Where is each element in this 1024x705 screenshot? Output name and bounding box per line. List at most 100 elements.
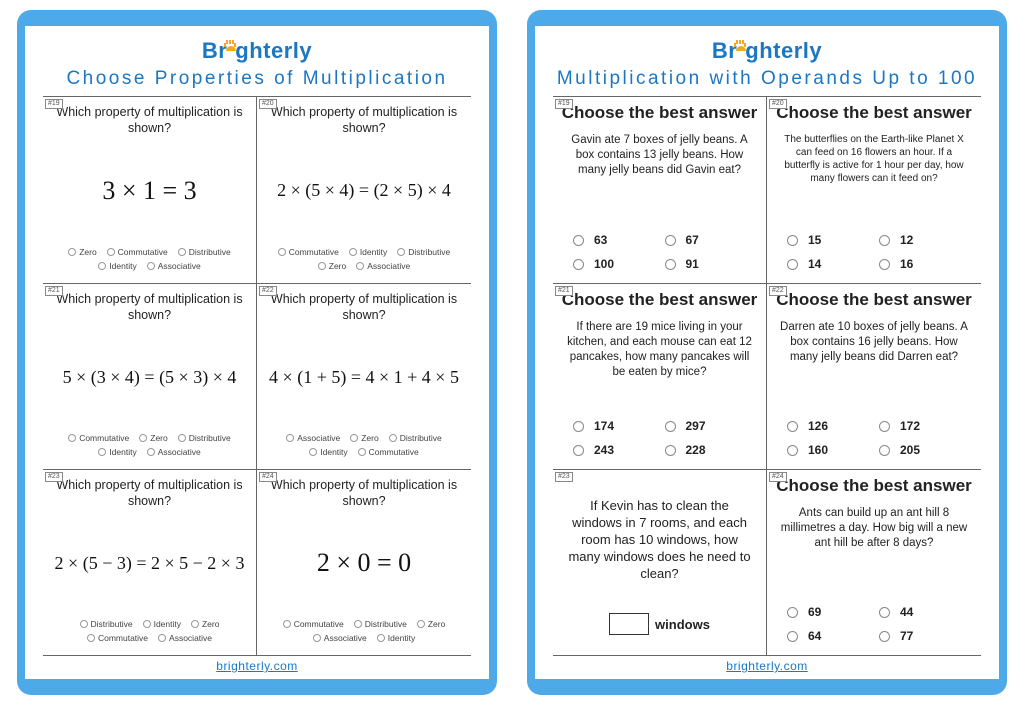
option-label: 15 [808,233,821,247]
answer-option[interactable]: Identity [98,447,136,457]
footer-link[interactable]: brighterly.com [216,659,297,673]
answer-option[interactable]: Associative [147,261,201,271]
answer-option[interactable]: Identity [98,261,136,271]
answer-options: 15 12 14 16 [773,229,975,277]
answer-option[interactable]: 174 [573,419,655,433]
answer-option[interactable]: 243 [573,443,655,457]
answer-option[interactable]: 63 [573,233,655,247]
answer-option[interactable]: Commutative [283,619,344,629]
radio-icon [879,445,890,456]
answer-input-box[interactable] [609,613,649,635]
answer-option[interactable]: Zero [68,247,96,257]
question-heading: Choose the best answer [773,476,975,496]
answer-option[interactable]: Identity [377,633,415,643]
answer-option[interactable]: Associative [313,633,367,643]
answer-option[interactable]: Distributive [80,619,133,629]
answer-option[interactable]: Distributive [178,433,231,443]
answer-option[interactable]: Zero [191,619,219,629]
answer-option[interactable]: 126 [787,419,869,433]
math-expression: 2 × (5 × 4) = (2 × 5) × 4 [263,138,465,243]
question-cell: #22Which property of multiplication is s… [257,283,471,469]
answer-option[interactable]: 15 [787,233,869,247]
answer-option[interactable]: Zero [318,261,346,271]
answer-option[interactable]: Commutative [358,447,419,457]
radio-icon [879,631,890,642]
answer-option[interactable]: Distributive [354,619,407,629]
brand-logo: Brghterly [43,38,471,64]
radio-icon [107,248,115,256]
radio-icon [356,262,364,270]
brand-text-part2: ghterly [745,38,822,63]
answer-option[interactable]: Associative [147,447,201,457]
radio-icon [313,634,321,642]
answer-option[interactable]: 297 [665,419,747,433]
answer-option[interactable]: Distributive [397,247,450,257]
option-label: Associative [158,447,201,457]
answer-option[interactable]: Commutative [107,247,168,257]
answer-option[interactable]: 44 [879,605,961,619]
option-label: Identity [109,261,136,271]
question-number: #19 [45,99,63,109]
worksheet-right: Brghterly Multiplication with Operands U… [527,10,1007,695]
question-cell: #21Which property of multiplication is s… [43,283,257,469]
radio-icon [278,248,286,256]
radio-icon [879,235,890,246]
question-cell: #20Choose the best answerThe butterflies… [767,97,981,283]
answer-option[interactable]: Zero [350,433,378,443]
answer-option[interactable]: 16 [879,257,961,271]
radio-icon [158,634,166,642]
worksheet-title: Multiplication with Operands Up to 100 [553,68,981,90]
answer-option[interactable]: Distributive [178,247,231,257]
answer-option[interactable]: Zero [417,619,445,629]
footer-link[interactable]: brighterly.com [726,659,807,673]
answer-option[interactable]: 172 [879,419,961,433]
option-label: 160 [808,443,828,457]
question-cell: #20Which property of multiplication is s… [257,97,471,283]
answer-option[interactable]: Zero [139,433,167,443]
answer-option[interactable]: Commutative [87,633,148,643]
option-label: Associative [158,261,201,271]
answer-option[interactable]: Distributive [389,433,442,443]
option-label: Identity [360,247,387,257]
answer-option[interactable]: Associative [286,433,340,443]
answer-options: 174 297 243 228 [559,415,760,463]
radio-icon [397,248,405,256]
answer-option[interactable]: 100 [573,257,655,271]
answer-option[interactable]: 69 [787,605,869,619]
question-body: The butterflies on the Earth-like Planet… [779,133,969,185]
answer-option[interactable]: Identity [349,247,387,257]
answer-options: Associative Zero Distributive Identity Commu… [263,429,465,463]
answer-option[interactable]: 160 [787,443,869,457]
radio-icon [787,235,798,246]
question-cell: #23Which property of multiplication is s… [43,469,257,655]
answer-option[interactable]: Associative [356,261,410,271]
answer-option[interactable]: 12 [879,233,961,247]
answer-option[interactable]: 91 [665,257,747,271]
question-grid: #19Choose the best answerGavin ate 7 box… [553,96,981,656]
answer-option[interactable]: Identity [143,619,181,629]
question-text: Which property of multiplication is show… [55,105,244,136]
fill-in-answer: windows [559,613,760,649]
question-cell: #22Choose the best answerDarren ate 10 b… [767,283,981,469]
answer-option[interactable]: 64 [787,629,869,643]
answer-option[interactable]: Identity [309,447,347,457]
radio-icon [98,448,106,456]
question-number: #20 [769,99,787,109]
question-text: Which property of multiplication is show… [269,478,459,509]
answer-option[interactable]: Commutative [68,433,129,443]
answer-option[interactable]: 77 [879,629,961,643]
option-label: Associative [367,261,410,271]
option-label: 126 [808,419,828,433]
question-text: Which property of multiplication is show… [269,292,459,323]
answer-option[interactable]: 205 [879,443,961,457]
answer-option[interactable]: 228 [665,443,747,457]
answer-option[interactable]: Associative [158,633,212,643]
answer-options: Commutative Zero Distributive Identity Assoc… [49,429,250,463]
answer-option[interactable]: Commutative [278,247,339,257]
answer-option[interactable]: 14 [787,257,869,271]
option-label: Commutative [79,433,129,443]
radio-icon [665,235,676,246]
radio-icon [87,634,95,642]
option-label: 172 [900,419,920,433]
answer-option[interactable]: 67 [665,233,747,247]
